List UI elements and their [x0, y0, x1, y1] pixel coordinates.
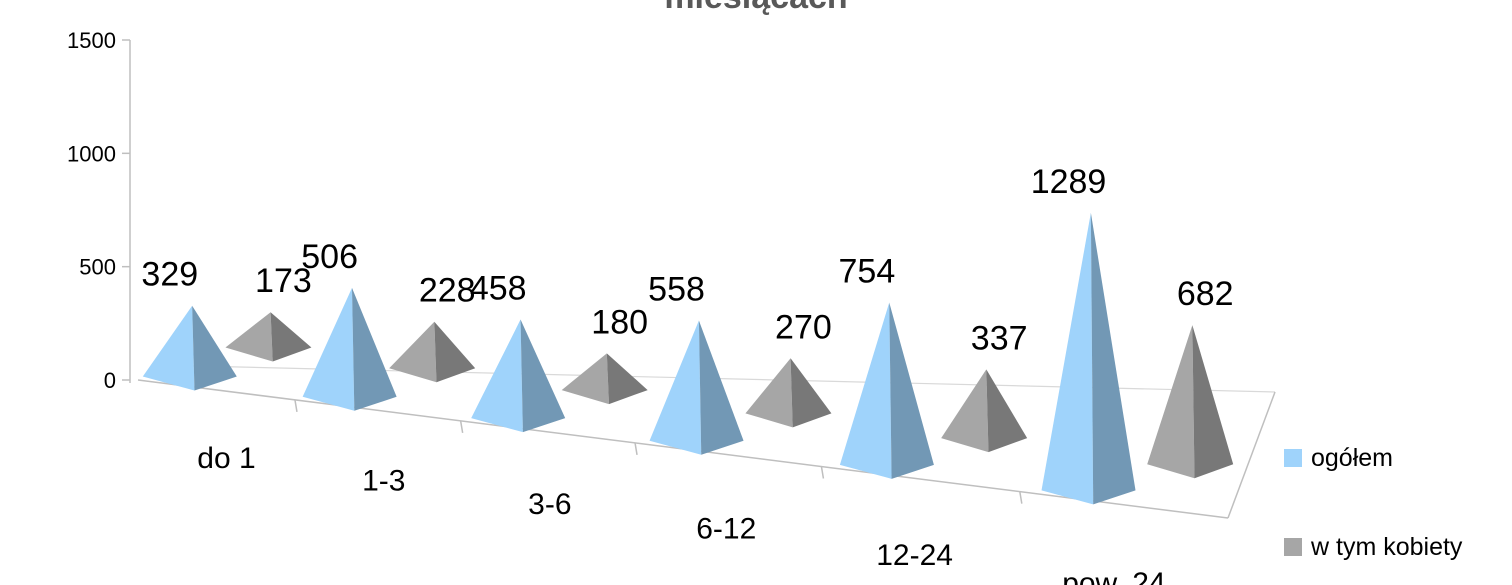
pyramid-total-face-right: [351, 287, 397, 411]
x-category-label: pow. 24: [1062, 567, 1165, 585]
pyramid-total-face-right: [1090, 212, 1136, 505]
x-category-label: 1-3: [362, 464, 405, 497]
chart-title: miesiącach: [0, 0, 1512, 17]
pyramid-total: [649, 320, 744, 455]
pyramid-total-face-left: [302, 287, 355, 411]
pyramid-women-face-left: [389, 321, 437, 383]
pyramid-total: [471, 319, 566, 433]
pyramid-total-face-left: [1041, 212, 1094, 505]
data-label-women: 682: [1177, 275, 1234, 313]
pyramid-total-face-right: [889, 302, 934, 479]
data-label-total: 329: [141, 256, 198, 294]
pyramid-total: [302, 287, 397, 411]
pyramid-total-face-left: [839, 302, 892, 479]
pyramid-women-face-left: [1147, 325, 1195, 479]
pyramid-total: [1041, 212, 1136, 505]
pyramid-total-face-left: [142, 305, 195, 391]
pyramid-women: [561, 353, 648, 405]
x-category-label: 12-24: [876, 539, 953, 572]
x-tick-mark: [634, 442, 638, 456]
x-category-label: do 1: [197, 442, 255, 475]
data-label-total: 558: [648, 271, 705, 309]
data-label-total: 458: [470, 270, 527, 308]
pyramid-women: [389, 321, 476, 383]
pyramid-women: [225, 312, 312, 362]
pyramid-women-face-right: [986, 369, 1028, 453]
pyramid-total-face-left: [471, 319, 523, 433]
x-tick-mark: [820, 466, 825, 479]
data-label-women: 270: [775, 308, 832, 346]
pyramid-women: [745, 358, 832, 428]
pyramid-women-face-left: [745, 358, 793, 428]
pyramid-total-face-right: [698, 320, 744, 455]
x-category-label: 3-6: [528, 488, 571, 521]
legend-label: w tym kobiety: [1310, 533, 1463, 561]
pyramid-total-face-left: [649, 320, 702, 455]
pyramid-women-face-right: [1192, 325, 1234, 479]
x-category-label: 6-12: [696, 513, 756, 546]
pyramid-total-face-right: [192, 305, 237, 391]
y-tick-label: 500: [79, 255, 116, 280]
pyramid-women: [1147, 325, 1234, 479]
y-tick-label: 1000: [67, 141, 116, 166]
pyramid-women-face-right: [606, 353, 648, 405]
x-tick-mark: [1019, 491, 1023, 504]
x-tick-mark: [459, 420, 464, 433]
y-tick-label: 0: [104, 368, 116, 393]
pyramid-women-face-right: [434, 321, 476, 383]
pyramid-total-face-right: [520, 319, 566, 433]
data-label-women: 228: [419, 272, 476, 310]
pyramid-total: [142, 305, 237, 391]
pyramid-women-face-right: [270, 312, 312, 362]
x-tick-mark: [294, 399, 298, 412]
pyramid-women-face-right: [790, 358, 832, 428]
legend: ogółem w tym kobiety: [1284, 444, 1463, 561]
data-label-total: 506: [301, 238, 358, 276]
pyramid-women: [941, 369, 1028, 453]
y-tick-label: 1500: [67, 28, 116, 53]
floor-right-edge: [1227, 391, 1276, 519]
pyramid-total: [839, 302, 934, 479]
data-label-women: 180: [591, 303, 648, 341]
data-label-women: 337: [971, 319, 1028, 357]
legend-swatch: [1284, 449, 1302, 467]
data-label-total: 1289: [1031, 163, 1107, 201]
legend-swatch: [1284, 538, 1302, 556]
data-label-total: 754: [839, 252, 896, 290]
pyramid-women-face-left: [561, 353, 609, 405]
legend-label: ogółem: [1311, 444, 1393, 472]
pyramid-women-face-left: [225, 312, 273, 362]
pyramid-women-face-left: [941, 369, 989, 453]
data-label-women: 173: [255, 262, 312, 300]
